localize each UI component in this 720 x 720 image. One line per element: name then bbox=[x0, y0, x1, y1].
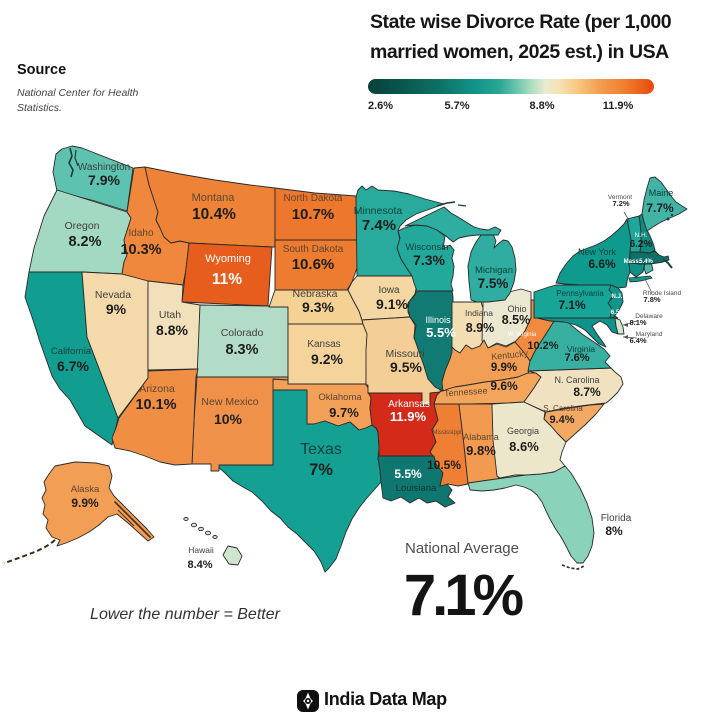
svg-text:7.7%: 7.7% bbox=[646, 201, 674, 215]
svg-text:W. Virginia: W. Virginia bbox=[508, 332, 537, 338]
svg-text:7.2%: 7.2% bbox=[612, 199, 629, 208]
svg-text:Maine: Maine bbox=[649, 188, 674, 198]
svg-text:7.9%: 7.9% bbox=[88, 172, 120, 188]
svg-text:9.8%: 9.8% bbox=[466, 443, 496, 458]
svg-text:Nevada: Nevada bbox=[95, 289, 131, 301]
svg-text:10.1%: 10.1% bbox=[135, 397, 176, 413]
svg-text:8.5%: 8.5% bbox=[502, 313, 531, 327]
svg-text:9.1%: 9.1% bbox=[376, 296, 408, 312]
svg-text:Missouri: Missouri bbox=[385, 348, 424, 360]
svg-text:Oklahoma: Oklahoma bbox=[318, 392, 362, 403]
svg-text:8.4%: 8.4% bbox=[187, 559, 212, 571]
svg-text:N.H.: N.H. bbox=[635, 232, 648, 239]
svg-text:10.5%: 10.5% bbox=[427, 458, 461, 472]
svg-text:Alaska: Alaska bbox=[71, 484, 100, 495]
svg-text:Kansas: Kansas bbox=[307, 339, 340, 350]
svg-text:9.5%: 9.5% bbox=[390, 359, 422, 375]
svg-text:10.2%: 10.2% bbox=[527, 340, 558, 352]
svg-text:N.J.: N.J. bbox=[611, 294, 622, 300]
svg-text:7.5%: 7.5% bbox=[478, 276, 509, 291]
svg-text:7.6%: 7.6% bbox=[564, 352, 589, 364]
svg-text:Rhode Island: Rhode Island bbox=[643, 290, 682, 297]
svg-text:Utah: Utah bbox=[159, 309, 181, 321]
svg-text:5.5%: 5.5% bbox=[426, 325, 456, 340]
svg-text:Arizona: Arizona bbox=[139, 383, 175, 395]
svg-text:Illinois: Illinois bbox=[425, 315, 451, 325]
svg-text:Georgia: Georgia bbox=[507, 426, 539, 436]
svg-text:Hawaii: Hawaii bbox=[188, 545, 214, 555]
svg-text:8.8%: 8.8% bbox=[156, 322, 188, 338]
svg-text:9.2%: 9.2% bbox=[311, 351, 343, 367]
svg-text:8.7%: 8.7% bbox=[573, 385, 601, 399]
svg-text:9.6%: 9.6% bbox=[490, 379, 518, 393]
svg-text:Maryland: Maryland bbox=[636, 331, 663, 338]
svg-text:Delaware: Delaware bbox=[635, 313, 663, 320]
svg-text:10.6%: 10.6% bbox=[292, 256, 335, 273]
svg-text:7%: 7% bbox=[309, 461, 333, 479]
svg-text:New Mexico: New Mexico bbox=[201, 396, 258, 408]
svg-text:North Dakota: North Dakota bbox=[284, 193, 343, 204]
svg-text:7.3%: 7.3% bbox=[413, 252, 445, 268]
svg-text:Indiana: Indiana bbox=[465, 308, 493, 318]
svg-text:Minnesota: Minnesota bbox=[354, 205, 403, 217]
svg-text:8%: 8% bbox=[605, 524, 623, 538]
svg-text:Nebraska: Nebraska bbox=[293, 288, 338, 300]
svg-text:8.9%: 8.9% bbox=[466, 321, 495, 335]
svg-text:10.4%: 10.4% bbox=[192, 206, 236, 223]
svg-text:N. Carolina: N. Carolina bbox=[554, 375, 599, 385]
svg-text:Montana: Montana bbox=[192, 192, 236, 204]
svg-text:11%: 11% bbox=[212, 271, 242, 288]
svg-text:9.7%: 9.7% bbox=[329, 405, 359, 420]
svg-text:Alabama: Alabama bbox=[463, 432, 499, 442]
svg-text:Mass.: Mass. bbox=[624, 259, 641, 265]
svg-text:9.9%: 9.9% bbox=[71, 496, 99, 510]
svg-text:South Dakota: South Dakota bbox=[283, 244, 344, 255]
svg-text:7.8%: 7.8% bbox=[643, 295, 660, 304]
svg-text:6.5%: 6.5% bbox=[611, 309, 626, 316]
svg-text:Arkansas: Arkansas bbox=[388, 399, 430, 410]
svg-text:Colorado: Colorado bbox=[221, 327, 264, 339]
svg-text:6.7%: 6.7% bbox=[57, 358, 89, 374]
svg-text:10.7%: 10.7% bbox=[292, 206, 335, 223]
svg-text:9.4%: 9.4% bbox=[549, 414, 574, 426]
svg-text:Ohio: Ohio bbox=[507, 304, 526, 314]
svg-text:Virginia: Virginia bbox=[567, 344, 595, 354]
svg-text:Washington: Washington bbox=[78, 162, 130, 173]
svg-text:California: California bbox=[51, 346, 92, 357]
svg-text:S. Carolina: S. Carolina bbox=[543, 404, 583, 413]
svg-text:8.6%: 8.6% bbox=[509, 439, 539, 454]
svg-text:6.6%: 6.6% bbox=[588, 257, 616, 271]
svg-text:Idaho: Idaho bbox=[128, 228, 153, 239]
svg-text:7.4%: 7.4% bbox=[362, 217, 396, 234]
svg-text:Oregon: Oregon bbox=[64, 220, 99, 232]
svg-text:Michigan: Michigan bbox=[475, 265, 513, 276]
svg-text:8.3%: 8.3% bbox=[225, 342, 258, 358]
svg-text:Vermont: Vermont bbox=[608, 194, 632, 201]
svg-text:Texas: Texas bbox=[300, 441, 342, 458]
svg-text:Iowa: Iowa bbox=[378, 285, 400, 296]
svg-text:6.4%: 6.4% bbox=[629, 336, 646, 345]
svg-text:Wyoming: Wyoming bbox=[205, 253, 251, 265]
svg-text:Louisiana: Louisiana bbox=[396, 483, 437, 494]
svg-text:10.3%: 10.3% bbox=[120, 242, 161, 258]
svg-text:8.2%: 8.2% bbox=[68, 234, 101, 250]
svg-text:11.9%: 11.9% bbox=[390, 409, 427, 424]
svg-text:Mississippi: Mississippi bbox=[432, 430, 461, 436]
svg-text:5.4%: 5.4% bbox=[639, 259, 653, 265]
svg-text:10%: 10% bbox=[214, 411, 243, 427]
svg-text:Pennsylvania: Pennsylvania bbox=[556, 289, 604, 298]
svg-text:6.2%: 6.2% bbox=[630, 239, 653, 250]
svg-text:5.5%: 5.5% bbox=[394, 467, 422, 481]
svg-text:Kentucky: Kentucky bbox=[491, 348, 529, 362]
svg-text:9.9%: 9.9% bbox=[491, 362, 517, 374]
svg-text:Tennessee: Tennessee bbox=[444, 386, 488, 399]
svg-text:New York: New York bbox=[578, 247, 617, 257]
svg-text:7.1%: 7.1% bbox=[558, 298, 586, 312]
svg-text:9%: 9% bbox=[106, 301, 127, 317]
svg-text:8.1%: 8.1% bbox=[629, 318, 646, 327]
svg-text:Wisconsin: Wisconsin bbox=[405, 242, 448, 253]
svg-text:9.3%: 9.3% bbox=[302, 299, 334, 315]
svg-text:Florida: Florida bbox=[601, 513, 632, 524]
